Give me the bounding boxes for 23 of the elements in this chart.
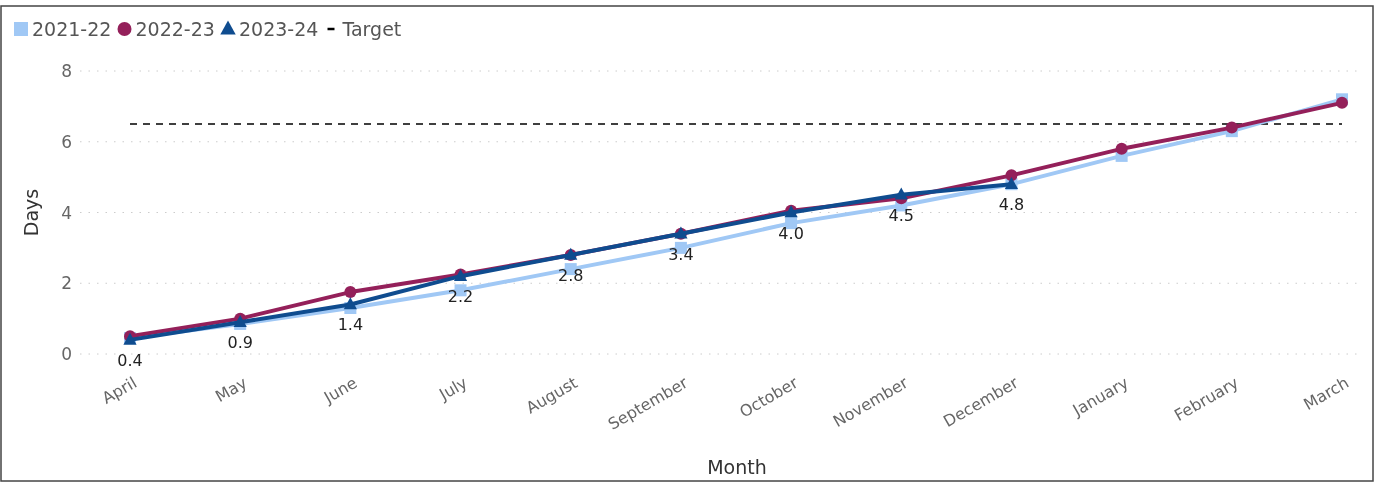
x-axis-title: Month [707,456,767,478]
y-tick-label: 6 [61,131,72,152]
x-tick-label: June [319,373,361,408]
legend-label: 2023-24 [239,18,319,40]
data-label: 4.8 [998,195,1025,215]
y-tick-label: 4 [61,202,72,223]
data-label: 0.4 [117,350,143,370]
legend-label: 2022-23 [135,18,215,40]
data-label: 1.4 [337,315,364,335]
x-tick-label: July [435,373,471,405]
y-tick-label: 2 [61,273,72,294]
legend-label: 2021-22 [32,18,112,40]
data-label: 4.0 [778,223,804,243]
data-label: 2.2 [447,287,474,307]
data-label: 3.4 [668,244,694,264]
x-tick-label: May [212,373,251,406]
data-label: 0.9 [227,333,253,353]
data-label: 4.5 [888,205,914,225]
y-tick-label: 8 [61,61,72,81]
y-tick-label: 0 [61,344,72,364]
data-label: 2.8 [558,265,584,285]
legend-label: Target [341,18,402,40]
y-axis-title: Days [20,188,42,237]
